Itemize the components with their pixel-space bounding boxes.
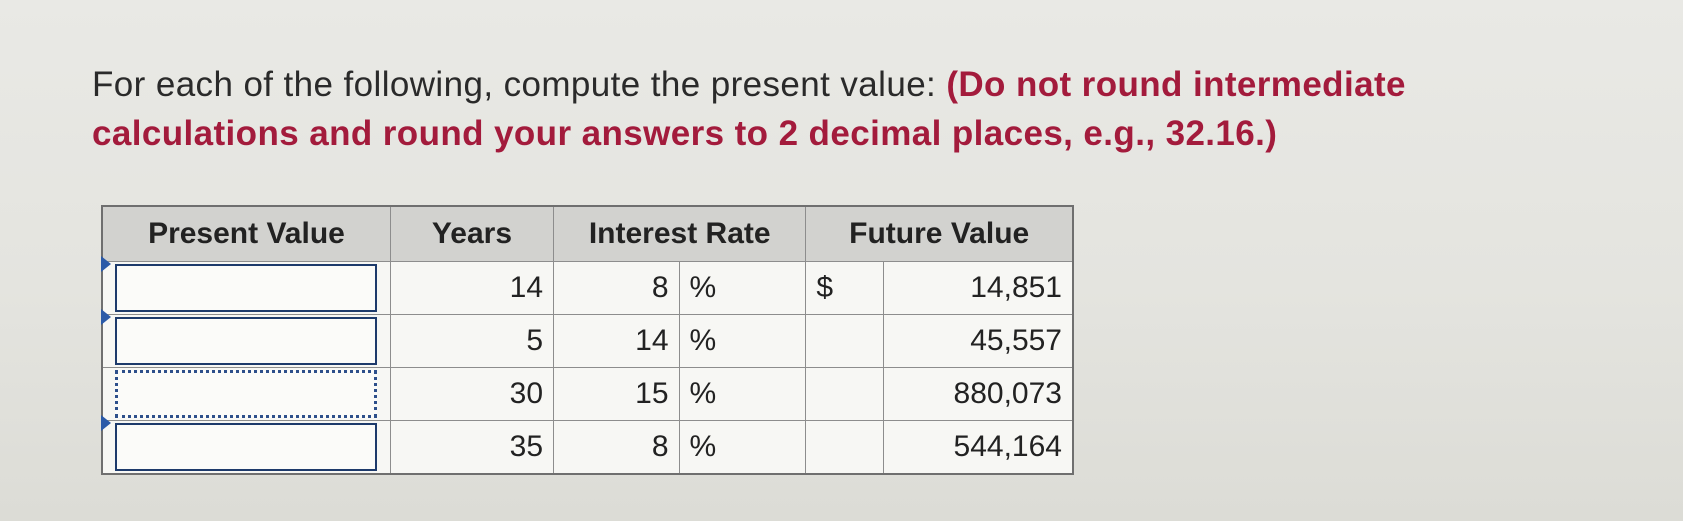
future-value-cell: 14,851 — [882, 261, 1074, 315]
percent-sign: % — [678, 367, 807, 421]
instructions-emphasis: (Do not round intermediate calculations … — [92, 65, 1406, 153]
instructions-lead: For each of the following, compute the p… — [92, 65, 947, 104]
header-future-value: Future Value — [805, 205, 1074, 262]
table-row: 30 15 % 880,073 — [101, 367, 1074, 421]
future-value-cell: 880,073 — [882, 367, 1074, 421]
years-cell: 5 — [389, 314, 555, 368]
rate-cell: 8 — [553, 420, 680, 475]
dollar-sign: $ — [805, 261, 884, 315]
years-cell: 14 — [389, 261, 555, 315]
flag-icon — [101, 309, 111, 325]
table-row: 14 8 % $ 14,851 — [101, 256, 1074, 315]
dollar-placeholder — [805, 367, 884, 421]
present-value-cell — [101, 367, 391, 421]
years-cell: 30 — [389, 367, 555, 421]
present-value-input-3[interactable] — [115, 370, 377, 418]
years-cell: 35 — [389, 420, 555, 475]
present-value-input-2[interactable] — [115, 317, 377, 365]
future-value-cell: 544,164 — [882, 420, 1074, 475]
rate-cell: 14 — [553, 314, 680, 368]
flag-icon — [101, 256, 111, 272]
rate-cell: 8 — [553, 261, 680, 315]
header-interest-rate: Interest Rate — [553, 205, 807, 262]
present-value-cell — [101, 309, 391, 368]
percent-sign: % — [678, 314, 807, 368]
header-present-value: Present Value — [101, 205, 391, 262]
table-row: 5 14 % 45,557 — [101, 309, 1074, 368]
percent-sign: % — [678, 420, 807, 475]
table-header-row: Present Value Years Interest Rate Future… — [101, 205, 1074, 262]
dollar-placeholder — [805, 314, 884, 368]
rate-cell: 15 — [553, 367, 680, 421]
present-value-input-4[interactable] — [115, 423, 377, 471]
percent-sign: % — [678, 261, 807, 315]
table-row: 35 8 % 544,164 — [101, 415, 1074, 475]
present-value-table: Present Value Years Interest Rate Future… — [101, 205, 1074, 475]
dollar-placeholder — [805, 420, 884, 475]
header-years: Years — [389, 205, 555, 262]
future-value-cell: 45,557 — [882, 314, 1074, 368]
flag-icon — [101, 415, 111, 431]
present-value-cell — [101, 256, 391, 315]
present-value-cell — [101, 415, 391, 475]
question-instructions: For each of the following, compute the p… — [92, 60, 1572, 158]
present-value-input-1[interactable] — [115, 264, 377, 312]
